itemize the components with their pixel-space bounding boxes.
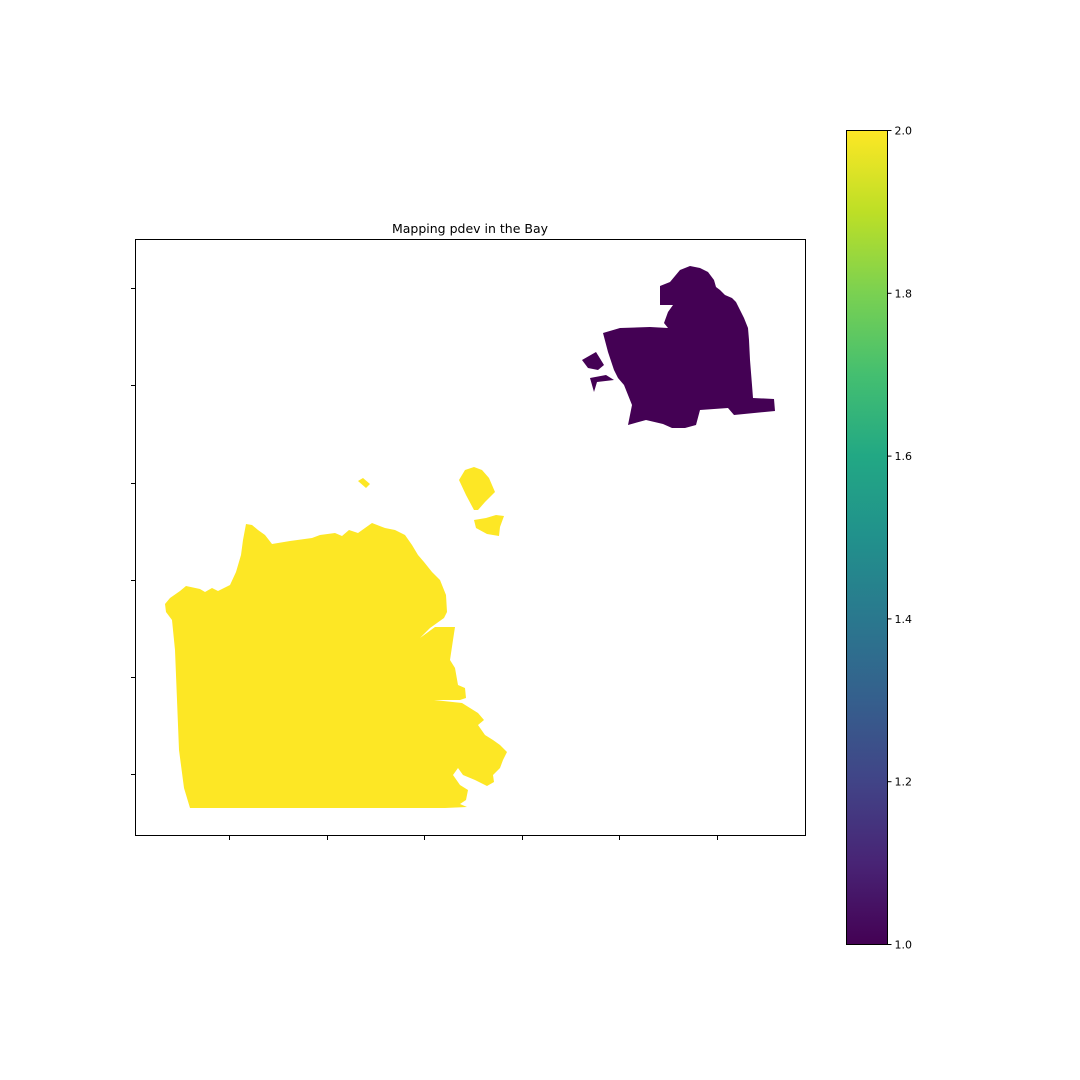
region-oakland (582, 266, 775, 428)
colorbar-ticks: 1.0 1.2 1.4 1.6 1.8 2.0 (887, 125, 913, 952)
colorbar-tick-label: 1.2 (895, 776, 913, 789)
region-san-francisco (165, 467, 507, 808)
colorbar-tick-label: 2.0 (895, 125, 913, 138)
chart-title: Mapping pdev in the Bay (392, 221, 549, 236)
colorbar-tick-label: 1.4 (895, 613, 913, 626)
y-axis-ticks (131, 288, 135, 775)
x-axis-ticks (229, 836, 718, 840)
colorbar: 1.0 1.2 1.4 1.6 1.8 2.0 (846, 125, 913, 952)
colorbar-tick-label: 1.8 (895, 287, 913, 300)
colorbar-gradient (846, 130, 888, 945)
colorbar-tick-label: 1.6 (895, 450, 913, 463)
colorbar-tick-label: 1.0 (895, 939, 913, 952)
